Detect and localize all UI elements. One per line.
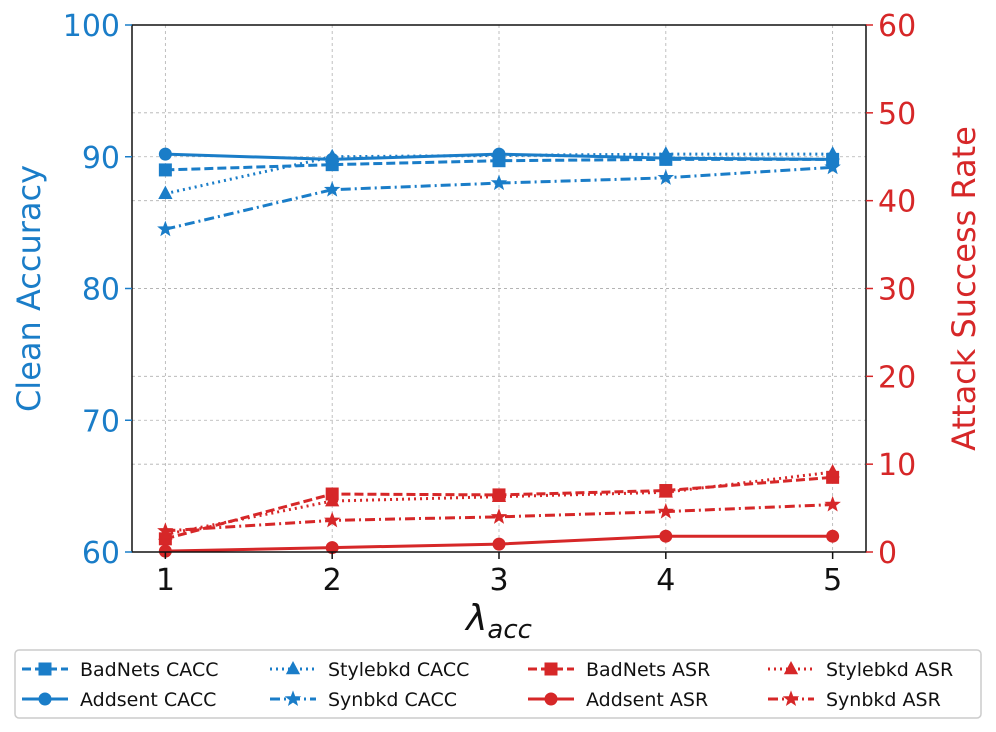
legend-box [14,649,982,719]
legend-label-stylebkd-cacc: Stylebkd CACC [328,659,469,681]
y-left-tick-label-60: 60 [82,536,120,571]
grid-lines [132,24,866,553]
legend-entry-addsent-asr: Addsent ASR [528,689,708,711]
legend-marker-badnets-cacc [38,662,52,676]
y-left-tick-label-100: 100 [63,9,120,44]
legend-marker-addsent-asr [544,692,558,706]
series-synbkd-cacc [157,158,841,237]
y-left-tick-label-80: 80 [82,273,120,308]
x-axis-label-subscript: acc [487,615,532,645]
y-left-tick-label-70: 70 [82,404,120,439]
legend-entry-stylebkd-asr: Stylebkd ASR [768,659,953,681]
series-synbkd-asr [157,495,841,538]
y-right-tick-label-60: 60 [878,9,916,44]
y-right-tick-label-50: 50 [878,97,916,132]
point-synbkd-cacc-1 [157,220,174,237]
point-synbkd-cacc-4 [657,169,675,185]
legend-marker-stylebkd-cacc [285,661,301,675]
point-synbkd-asr-2 [323,511,341,528]
legend-label-synbkd-asr: Synbkd ASR [826,689,941,711]
point-synbkd-asr-1 [157,522,174,538]
legend-marker-badnets-asr [544,662,558,676]
point-synbkd-asr-5 [824,495,841,512]
point-stylebkd-asr-3 [491,488,507,502]
x-tick-label-2: 2 [323,563,342,598]
legend-label-badnets-cacc: BadNets CACC [80,659,219,681]
series-addsent-asr [158,529,840,558]
legend-entry-badnets-cacc: BadNets CACC [22,659,219,681]
y-right-tick-label-30: 30 [878,273,916,308]
point-stylebkd-cacc-2 [325,148,340,163]
y-axis-label-left: Clean Accuracy [10,165,48,412]
y-axis-label-right: Attack Success Rate [945,126,983,451]
y-right-tick-label-20: 20 [878,360,916,395]
point-stylebkd-cacc-3 [491,147,507,161]
legend-marker-synbkd-cacc [284,690,302,706]
point-stylebkd-asr-2 [325,493,340,507]
point-addsent-asr-3 [492,537,506,551]
legend-entry-synbkd-cacc: Synbkd CACC [270,689,457,711]
y-right-tick-label-40: 40 [878,185,916,220]
y-left-tick-label-90: 90 [82,141,120,176]
x-axis-label-main: λ [464,598,487,639]
point-stylebkd-asr-5 [825,464,840,478]
point-synbkd-asr-4 [657,502,675,519]
legend: BadNets CACC Addsent CACC Stylebkd CACC Syn… [14,649,982,719]
legend-marker-stylebkd-asr [783,661,799,675]
x-tick-label-4: 4 [656,563,675,598]
series-layer [157,146,841,558]
x-tick-label-3: 3 [489,563,508,598]
point-synbkd-cacc-5 [824,158,841,175]
legend-label-addsent-cacc: Addsent CACC [80,689,216,711]
x-tick-label-5: 5 [823,563,842,598]
x-axis-label: λacc [464,598,532,645]
point-badnets-cacc-1 [158,163,172,177]
legend-label-synbkd-cacc: Synbkd CACC [328,689,457,711]
point-stylebkd-asr-4 [658,484,673,498]
point-synbkd-asr-3 [490,508,508,524]
legend-entry-badnets-asr: BadNets ASR [528,659,710,681]
point-stylebkd-cacc-1 [158,185,173,199]
legend-marker-synbkd-asr [782,690,800,706]
y-right-tick-label-0: 0 [878,536,897,571]
point-addsent-cacc-1 [158,147,172,161]
legend-marker-addsent-cacc [38,692,52,706]
axis-layer: 1 2 3 4 5 60 70 80 90 100 0 10 20 30 40 50 60 [63,9,916,598]
point-synbkd-cacc-3 [490,174,508,191]
legend-entry-stylebkd-cacc: Stylebkd CACC [270,659,469,681]
point-synbkd-cacc-2 [323,181,341,197]
y-right-tick-label-10: 10 [878,448,916,483]
point-stylebkd-cacc-4 [658,146,673,160]
legend-label-stylebkd-asr: Stylebkd ASR [826,659,953,681]
legend-label-badnets-asr: BadNets ASR [586,659,710,681]
series-stylebkd-asr [158,464,840,540]
legend-entry-addsent-cacc: Addsent CACC [22,689,216,711]
x-tick-label-1: 1 [156,563,175,598]
series-line-synbkd-cacc [165,165,833,231]
legend-entry-synbkd-asr: Synbkd ASR [768,689,941,711]
point-addsent-asr-5 [826,529,840,543]
point-addsent-asr-4 [659,529,673,543]
legend-label-addsent-asr: Addsent ASR [586,689,708,711]
series-stylebkd-cacc [158,146,840,199]
